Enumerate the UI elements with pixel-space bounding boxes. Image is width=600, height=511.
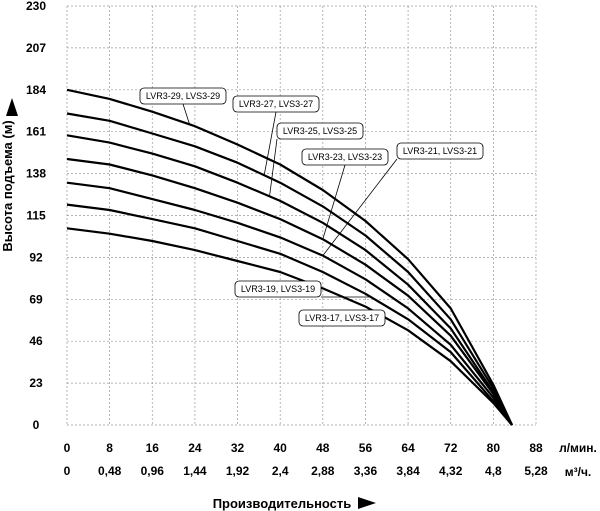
x-tick-label-m3h: 1,44 <box>183 464 207 478</box>
series-label: LVR3-27, LVS3-27 <box>239 99 313 109</box>
y-tick-label: 184 <box>26 83 46 97</box>
callout-box <box>301 148 389 166</box>
callout-box <box>298 309 386 327</box>
series-line <box>66 203 513 426</box>
callout-leader <box>322 158 398 256</box>
series-line <box>66 112 513 426</box>
x-tick-label-lpm: 40 <box>274 441 288 455</box>
x-tick-label-m3h: 1,92 <box>226 464 250 478</box>
x-tick-labels-lpm: 0 8 16 24 32 40 48 56 64 72 80 88 <box>64 441 543 455</box>
series-line <box>66 181 513 426</box>
y-tick-label: 138 <box>26 167 46 181</box>
x-axis-title: Производительность <box>213 496 352 511</box>
callout-leader <box>182 103 190 125</box>
x-tick-label-m3h: 5,28 <box>524 464 548 478</box>
y-tick-label: 207 <box>26 41 46 55</box>
series-label: LVR3-17, LVS3-17 <box>305 313 379 323</box>
x-tick-label-lpm: 32 <box>231 441 245 455</box>
series-line <box>66 227 513 426</box>
x-tick-label-lpm: 72 <box>444 441 458 455</box>
y-tick-labels: 0 23 46 69 92 115 138 161 184 207 230 <box>26 0 46 432</box>
x-tick-label-m3h: 4,8 <box>485 464 502 478</box>
callout-box <box>276 122 364 140</box>
x-unit-m3h: м³/ч. <box>565 465 592 479</box>
x-unit-lpm: л/мин. <box>559 441 597 455</box>
x-tick-labels-m3h: 0 0,48 0,96 1,44 1,92 2,4 2,88 3,36 3,84 4,32 4,8 5… <box>64 464 548 478</box>
x-tick-label-m3h: 2,88 <box>311 464 335 478</box>
x-tick-label-lpm: 48 <box>316 441 330 455</box>
x-tick-label-lpm: 24 <box>188 441 202 455</box>
callout-box <box>139 87 227 105</box>
x-tick-label-m3h: 4,32 <box>439 464 463 478</box>
y-tick-label: 69 <box>29 292 43 306</box>
x-tick-label-lpm: 80 <box>487 441 501 455</box>
callouts: LVR3-29, LVS3-29 LVR3-27, LVS3-27 LVR3-25,… <box>139 87 484 327</box>
x-tick-label-lpm: 0 <box>64 441 71 455</box>
x-axis-arrow <box>358 497 376 509</box>
x-tick-label-m3h: 0,96 <box>141 464 165 478</box>
x-tick-label-m3h: 0,48 <box>98 464 122 478</box>
callout-leader <box>269 138 278 197</box>
x-tick-label-m3h: 2,4 <box>272 464 289 478</box>
y-tick-label: 46 <box>29 334 43 348</box>
y-tick-label: 161 <box>26 125 46 139</box>
series-label: LVR3-21, LVS3-21 <box>403 146 477 156</box>
callout-box <box>232 95 320 113</box>
x-tick-label-m3h: 0 <box>64 464 71 478</box>
series-label: LVR3-25, LVS3-25 <box>283 126 357 136</box>
callout-leader <box>322 164 346 240</box>
x-tick-label-lpm: 88 <box>529 441 543 455</box>
series-label: LVR3-23, LVS3-23 <box>308 152 382 162</box>
series-line <box>66 157 513 426</box>
y-tick-label: 0 <box>33 418 40 432</box>
curves <box>66 88 513 426</box>
x-tick-label-lpm: 64 <box>401 441 415 455</box>
series-line <box>66 134 513 426</box>
y-tick-label: 115 <box>26 209 46 223</box>
y-tick-label: 23 <box>29 376 43 390</box>
y-axis-title: Высота подъема (м) <box>0 120 15 251</box>
y-tick-label: 230 <box>26 0 46 13</box>
grid <box>66 5 537 426</box>
callout-box <box>396 142 484 160</box>
x-tick-label-lpm: 16 <box>146 441 160 455</box>
x-tick-label-lpm: 8 <box>106 441 113 455</box>
y-tick-label: 92 <box>29 250 43 264</box>
x-tick-label-lpm: 56 <box>359 441 373 455</box>
series-label: LVR3-29, LVS3-29 <box>146 91 220 101</box>
series-line <box>66 88 513 426</box>
x-tick-label-m3h: 3,36 <box>354 464 378 478</box>
callout-box <box>234 280 322 298</box>
series-label: LVR3-19, LVS3-19 <box>241 284 315 294</box>
x-tick-label-m3h: 3,84 <box>396 464 420 478</box>
y-axis-arrow <box>6 98 18 116</box>
callout-leader <box>263 111 277 176</box>
